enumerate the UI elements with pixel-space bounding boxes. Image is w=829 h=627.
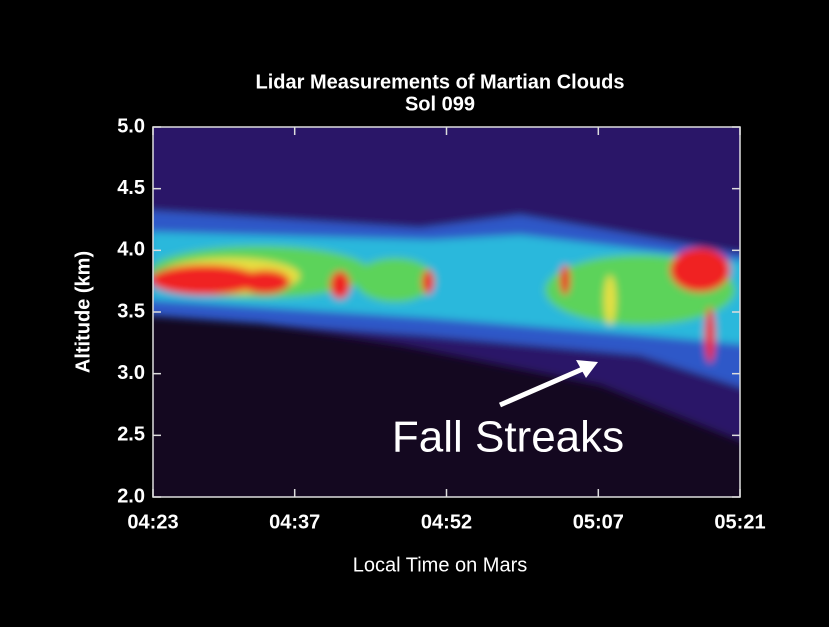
arrow-head [576, 360, 598, 378]
y-tick-label: 2.0 [117, 485, 145, 507]
lidar-image [153, 127, 740, 497]
x-tick-label: 05:07 [573, 511, 624, 533]
x-tick-label: 04:37 [269, 511, 320, 533]
x-axis-label: Local Time on Mars [353, 554, 528, 576]
chart-title: Lidar Measurements of Martian Clouds [256, 71, 625, 93]
x-tick-label: 04:23 [127, 511, 178, 533]
y-tick-label: 3.5 [117, 300, 145, 322]
y-tick-label: 3.0 [117, 362, 145, 384]
y-tick-label: 2.5 [117, 424, 145, 446]
x-tick-label: 04:52 [421, 511, 472, 533]
y-tick-label: 5.0 [117, 115, 145, 137]
annotation: Fall Streaks [392, 413, 624, 462]
y-tick-label: 4.0 [117, 239, 145, 261]
y-axis-label: Altitude (km) [72, 251, 94, 373]
chart-subtitle: Sol 099 [405, 93, 475, 115]
y-tick-label: 4.5 [117, 177, 145, 199]
annotation-arrow [499, 365, 586, 408]
x-tick-label: 05:21 [714, 511, 765, 533]
